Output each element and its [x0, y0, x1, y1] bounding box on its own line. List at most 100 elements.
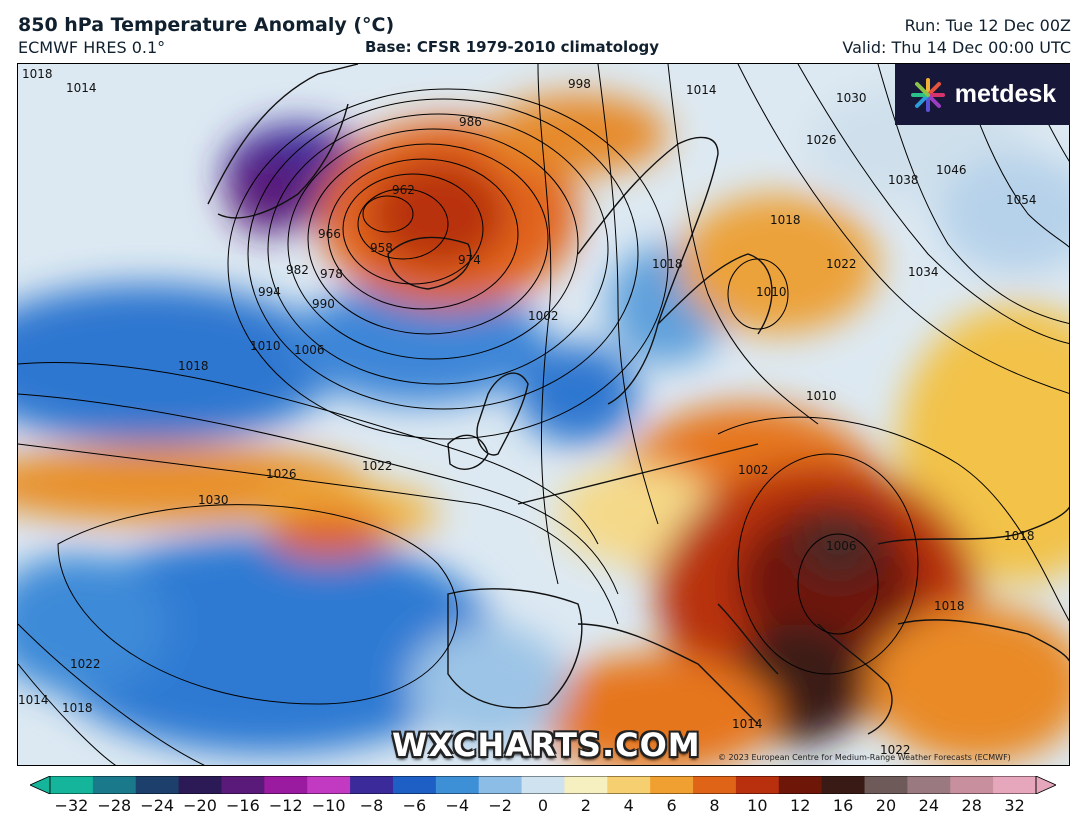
- metdesk-burst-icon: [910, 77, 945, 112]
- colorbar-tick-label: 4: [623, 796, 634, 815]
- isobar-label: 1054: [1006, 193, 1037, 207]
- logo-text: metdesk: [954, 80, 1057, 108]
- isobar-label: 1022: [70, 657, 101, 671]
- colorbar-tick-label: 24: [918, 796, 939, 815]
- colorbar-tick-label: −8: [359, 796, 384, 815]
- isobar-label: 978: [320, 267, 343, 281]
- colorbar-max-arrow: [1035, 776, 1056, 794]
- colorbar-tick-label: −2: [488, 796, 512, 815]
- colorbar-segment: [735, 776, 780, 794]
- isobar-label: 994: [258, 285, 281, 299]
- colorbar-tick-label: −16: [226, 796, 260, 815]
- isobar-label: 1026: [806, 133, 837, 147]
- colorbar-segment: [478, 776, 523, 794]
- colorbar-segment: [821, 776, 866, 794]
- isobar-label: 1018: [770, 213, 801, 227]
- isobar-label: 1030: [198, 493, 229, 507]
- isobar-label: 1018: [1004, 529, 1035, 543]
- climatology-base: Base: CFSR 1979-2010 climatology: [365, 38, 660, 56]
- isobar-label: 1010: [756, 285, 787, 299]
- isobar-label: 1018: [178, 359, 209, 373]
- copyright-notice: © 2023 European Centre for Medium-Range …: [718, 753, 1011, 762]
- isobar-label: 1014: [686, 83, 717, 97]
- anomaly-map-svg: 1018 1014 998 1014 1030 1026 1038 1046 1…: [18, 64, 1069, 765]
- colorbar-segment: [178, 776, 222, 794]
- colorbar-segment: [350, 776, 394, 794]
- colorbar-segment: [950, 776, 994, 794]
- colorbar-segment: [693, 776, 737, 794]
- colorbar-segment: [607, 776, 651, 794]
- isobar-label: 1034: [908, 265, 939, 279]
- colorbar-segment: [778, 776, 823, 794]
- colorbar-segment: [221, 776, 265, 794]
- colorbar-tick-label: −32: [54, 796, 89, 815]
- isobar-label: 1018: [22, 67, 53, 81]
- colorbar-segment: [92, 776, 137, 794]
- metdesk-logo[interactable]: metdesk: [895, 64, 1070, 125]
- colorbar-tick-label: 12: [790, 796, 811, 815]
- colorbar-tick-label: −24: [140, 796, 175, 815]
- isobar-label: 1014: [18, 693, 49, 707]
- colorbar-tick-label: 20: [875, 796, 897, 815]
- colorbar-segment: [392, 776, 437, 794]
- colorbar-tick-label: 8: [709, 796, 720, 815]
- colorbar-segment: [864, 776, 908, 794]
- coastlines: [207, 64, 1069, 735]
- isobar-label: 1038: [888, 173, 919, 187]
- isobar-label: 1010: [806, 389, 837, 403]
- colorbar-tick-label: −10: [311, 796, 346, 815]
- isobar-label: 1022: [826, 257, 857, 271]
- isobar-label: 1006: [294, 343, 325, 357]
- colorbar-tick-label: −20: [183, 796, 217, 815]
- colorbar-segment: [521, 776, 565, 794]
- colorbar-segment: [564, 776, 608, 794]
- watermark: WXCHARTS.COM: [392, 726, 701, 764]
- colorbar-tick-label: 6: [666, 796, 677, 815]
- isobar-label: 1018: [934, 599, 965, 613]
- colorbar-min-arrow: [30, 776, 51, 794]
- isobar-label: 966: [318, 227, 341, 241]
- isobar-label: 962: [392, 183, 415, 197]
- map-title: 850 hPa Temperature Anomaly (°C): [18, 14, 395, 36]
- colorbar-segment: [435, 776, 480, 794]
- isobar-label: 990: [312, 297, 335, 311]
- isobar-labels: 1018 1014 998 1014 1030 1026 1038 1046 1…: [18, 67, 1037, 757]
- isobar-label: 986: [459, 115, 482, 129]
- isobar-label: 1026: [266, 467, 297, 481]
- colorbar-tick-label: 16: [832, 796, 854, 815]
- colorbar-tick-label: 10: [747, 796, 768, 815]
- isobar-label: 998: [568, 77, 591, 91]
- isobar-label: 1014: [66, 81, 97, 95]
- isobar-label: 982: [286, 263, 309, 277]
- colorbar-tick-label: −12: [268, 796, 303, 815]
- isobar-label: 1014: [732, 717, 763, 731]
- isobar-label: 1022: [880, 743, 911, 757]
- model-label: ECMWF HRES 0.1°: [18, 38, 166, 57]
- run-time: Run: Tue 12 Dec 00Z: [904, 16, 1071, 35]
- colorbar-tick-label: −6: [402, 796, 427, 815]
- colorbar-tick-label: 0: [537, 796, 549, 815]
- colorbar: [30, 776, 1056, 794]
- isobar-label: 1002: [738, 463, 769, 477]
- isobar-label: 1018: [652, 257, 683, 271]
- colorbar-segment: [264, 776, 308, 794]
- colorbar-tick-label: −4: [445, 796, 470, 815]
- isobar-label: 1002: [528, 309, 559, 323]
- weather-map[interactable]: 1018 1014 998 1014 1030 1026 1038 1046 1…: [17, 63, 1070, 766]
- isobar-label: 1010: [250, 339, 281, 353]
- isobar-label: 974: [458, 253, 481, 267]
- isobar-label: 1006: [826, 539, 857, 553]
- isobar-label: 1030: [836, 91, 867, 105]
- colorbar-tick-label: 32: [1004, 796, 1025, 815]
- valid-time: Valid: Thu 14 Dec 00:00 UTC: [842, 38, 1071, 57]
- colorbar-segment: [650, 776, 694, 794]
- colorbar-segment: [993, 776, 1037, 794]
- isobar-label: 1018: [62, 701, 93, 715]
- colorbar-segment: [907, 776, 951, 794]
- colorbar-tick-label: −28: [97, 796, 132, 815]
- colorbar-segment: [135, 776, 180, 794]
- colorbar-segment: [307, 776, 351, 794]
- colorbar-tick-label: 2: [580, 796, 591, 815]
- colorbar-segment: [50, 776, 94, 794]
- isobar-label: 1046: [936, 163, 967, 177]
